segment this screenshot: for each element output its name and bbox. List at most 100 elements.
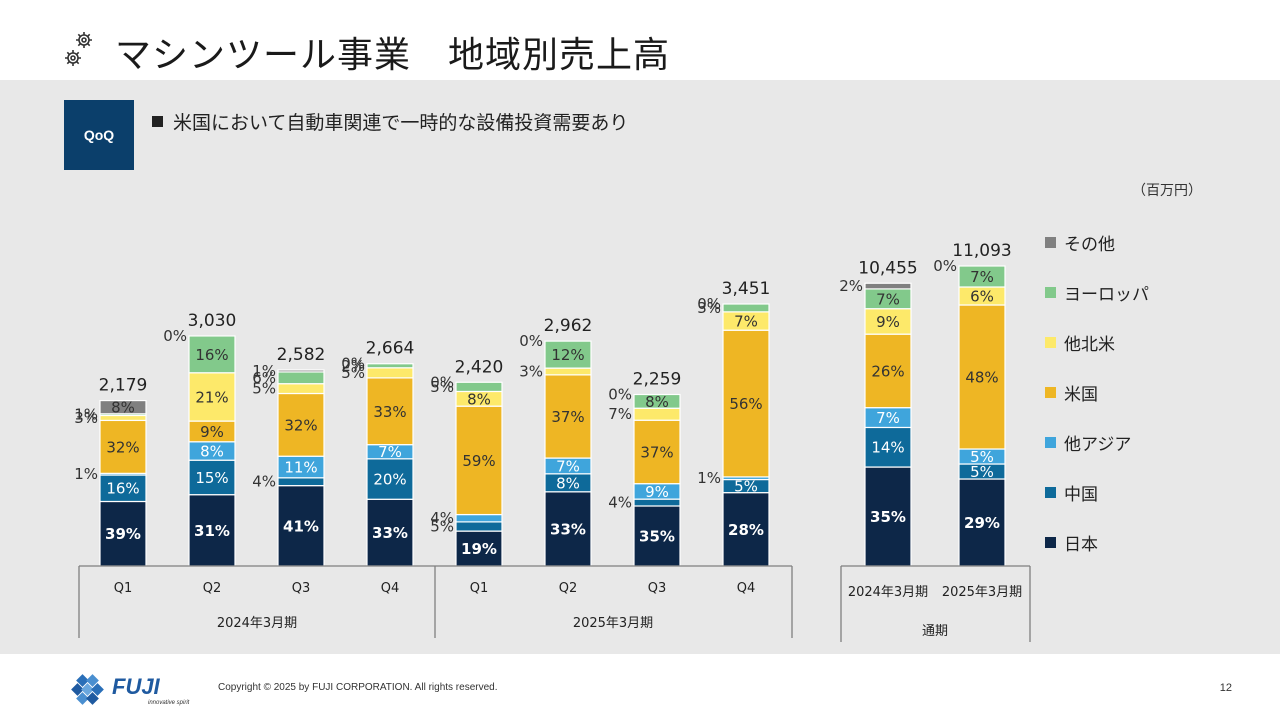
page-number: 12 bbox=[1219, 682, 1232, 694]
total-label: 3,030 bbox=[188, 311, 237, 331]
segment-label: 7% bbox=[734, 313, 758, 331]
segment-label: 5% bbox=[970, 448, 994, 466]
legend-swatch bbox=[1045, 236, 1056, 248]
segment-label: 32% bbox=[106, 438, 139, 456]
segment-label: 11% bbox=[284, 459, 317, 477]
segment-label: 5% bbox=[430, 378, 454, 396]
bar-segment bbox=[277, 371, 325, 385]
logo-tagline: innovative spirit bbox=[148, 700, 190, 706]
logo-text: FUJI bbox=[112, 674, 161, 699]
bar-segment bbox=[277, 383, 325, 395]
bar-segment bbox=[455, 513, 503, 523]
bar-segment bbox=[544, 491, 592, 567]
segment-label: 37% bbox=[640, 443, 673, 461]
category-tick-label: Q2 bbox=[559, 581, 578, 596]
segment-label: 7% bbox=[970, 268, 994, 286]
header: マシンツール事業 地域別売上高 bbox=[0, 0, 1280, 80]
segment-label: 7% bbox=[876, 290, 900, 308]
segment-label: 0% bbox=[697, 295, 721, 313]
total-label: 2,259 bbox=[633, 369, 682, 389]
legend-label: 日本 bbox=[1064, 534, 1098, 555]
total-label: 2,420 bbox=[455, 357, 504, 377]
segment-label: 59% bbox=[462, 452, 495, 470]
segment-label: 5% bbox=[970, 463, 994, 481]
segment-label: 8% bbox=[111, 399, 135, 417]
segment-label: 33% bbox=[372, 524, 408, 542]
segment-label: 0% bbox=[341, 355, 365, 373]
segment-label: 35% bbox=[639, 527, 675, 545]
segment-label: 9% bbox=[876, 313, 900, 331]
category-tick-label: Q4 bbox=[737, 581, 756, 596]
segment-label: 39% bbox=[105, 525, 141, 543]
segment-label: 5% bbox=[341, 364, 365, 382]
bar-segment bbox=[366, 363, 414, 369]
segment-label: 3% bbox=[697, 299, 721, 317]
segment-label: 48% bbox=[965, 369, 998, 387]
stacked-bar-chart: 39%16%1%32%3%1% 8%2,17931%15%8%9%21%16%0%… bbox=[74, 241, 1031, 642]
page-title: マシンツール事業 地域別売上高 bbox=[115, 35, 671, 76]
segment-label: 35% bbox=[870, 508, 906, 526]
gears-icon bbox=[65, 32, 92, 66]
total-label: 10,455 bbox=[858, 258, 917, 278]
legend-item: 中国 bbox=[1045, 480, 1098, 505]
segment-label: 5% bbox=[430, 517, 454, 535]
bar-segment bbox=[455, 381, 503, 393]
segment-label: 8% bbox=[467, 390, 491, 408]
segment-label: 7% bbox=[608, 405, 632, 423]
bar-segment bbox=[722, 329, 770, 478]
unit-label: （百万円） bbox=[1132, 183, 1202, 199]
bullet-note: 米国において自動車関連で一時的な設備投資需要あり bbox=[152, 108, 628, 135]
segment-label: 5% bbox=[734, 478, 758, 496]
segment-label: 3% bbox=[74, 409, 98, 427]
group-label: 2024年3月期 bbox=[217, 616, 297, 631]
total-label: 2,664 bbox=[366, 339, 415, 359]
bar-segment bbox=[958, 265, 1006, 288]
group-label: 2025年3月期 bbox=[573, 616, 653, 631]
bar-segment bbox=[277, 477, 325, 487]
bar-segment bbox=[366, 498, 414, 567]
legend-item: 米国 bbox=[1045, 380, 1098, 405]
chart-panel: QoQ 米国において自動車関連で一時的な設備投資需要あり （百万円） 39% 16… bbox=[0, 80, 1280, 654]
bar-segment bbox=[99, 399, 147, 415]
fuji-logo: FUJI innovative spirit bbox=[71, 674, 190, 706]
segment-label: 0% bbox=[519, 332, 543, 350]
bar-segment bbox=[864, 308, 912, 335]
legend-label: 他北米 bbox=[1064, 334, 1115, 355]
bar-segment bbox=[633, 393, 681, 409]
bar-segment bbox=[277, 392, 325, 457]
category-tick-label: Q3 bbox=[292, 581, 311, 596]
segment-label: 6% bbox=[252, 369, 276, 387]
bar-segment bbox=[864, 466, 912, 567]
segment-label: 20% bbox=[373, 471, 406, 489]
segment-label: 1% bbox=[74, 406, 98, 424]
square-bullet-icon bbox=[152, 116, 163, 127]
legend-swatch bbox=[1045, 436, 1056, 448]
segment-label: 28% bbox=[728, 521, 764, 539]
bar-segment bbox=[455, 521, 503, 532]
segment-label: 6% bbox=[970, 288, 994, 306]
legend-label: その他 bbox=[1064, 234, 1115, 255]
bar-segment bbox=[544, 367, 592, 376]
legend-swatch bbox=[1045, 386, 1056, 398]
category-tick-label: Q3 bbox=[648, 581, 667, 596]
segment-label: 0% bbox=[163, 327, 187, 345]
segment-label: 2% bbox=[839, 277, 863, 295]
category-tick-label: Q1 bbox=[470, 581, 489, 596]
segment-label: 7% bbox=[876, 409, 900, 427]
segment-label: 0% bbox=[430, 373, 454, 391]
segment-label: 5% bbox=[252, 380, 276, 398]
segment-label: 0% bbox=[933, 257, 957, 275]
footer: FUJI innovative spirit Copyright © 2025 … bbox=[0, 654, 1280, 720]
bar-segment bbox=[188, 335, 236, 374]
segment-label: 21% bbox=[195, 388, 228, 406]
segment-label: 8% bbox=[200, 442, 224, 460]
segment-label: 41% bbox=[283, 517, 319, 535]
segment-label: 31% bbox=[194, 522, 230, 540]
segment-label: 2% bbox=[341, 357, 365, 375]
segment-label: 4% bbox=[252, 473, 276, 491]
total-label: 2,179 bbox=[99, 376, 148, 396]
segment-label: 1% bbox=[74, 465, 98, 483]
legend-swatch bbox=[1045, 536, 1056, 548]
bar-segment bbox=[277, 369, 325, 373]
segment-label: 1% bbox=[252, 362, 276, 380]
